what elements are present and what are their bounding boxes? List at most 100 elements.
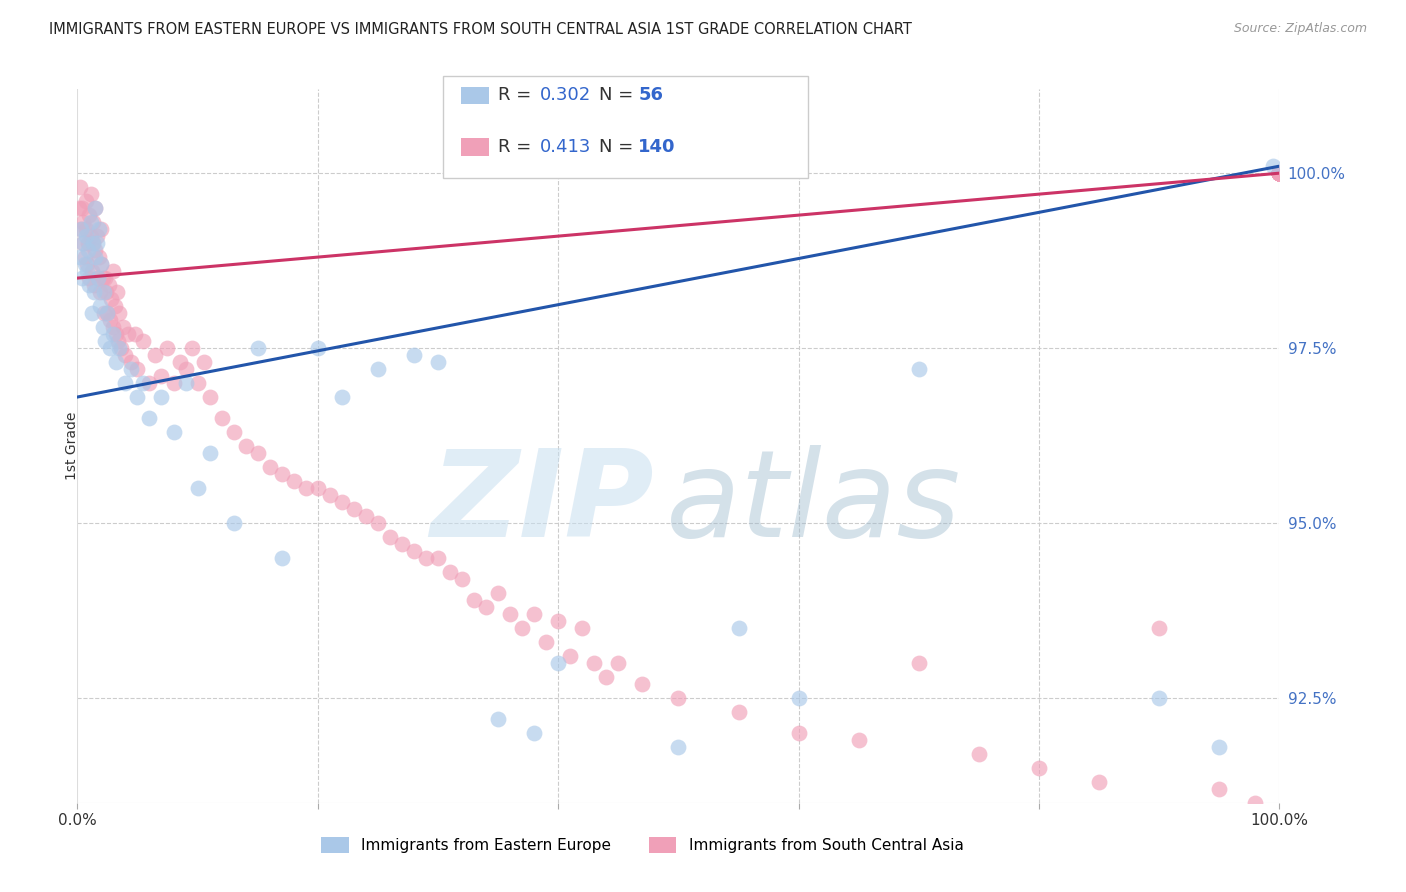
Point <box>87 250 110 264</box>
Point <box>87 271 110 285</box>
Point <box>186 376 209 390</box>
Point <box>1268 166 1291 180</box>
Point <box>84 201 107 215</box>
Point <box>169 355 191 369</box>
Point <box>1268 166 1291 180</box>
Point <box>94 271 117 285</box>
Text: N =: N = <box>599 87 638 104</box>
Point <box>86 236 108 251</box>
Point <box>1208 781 1230 796</box>
Point <box>222 516 245 530</box>
Point <box>117 327 139 342</box>
Point <box>1263 159 1285 173</box>
Point <box>439 565 461 579</box>
Y-axis label: 1st Grade: 1st Grade <box>65 412 79 480</box>
Point <box>132 376 155 390</box>
Point <box>787 726 810 740</box>
Point <box>547 656 569 670</box>
Point <box>82 215 104 229</box>
Point <box>150 390 173 404</box>
Point <box>127 362 149 376</box>
Point <box>180 341 202 355</box>
Point <box>787 690 810 705</box>
Point <box>1268 166 1291 180</box>
Point <box>391 537 413 551</box>
Point <box>402 348 425 362</box>
Point <box>259 460 281 475</box>
Point <box>103 264 125 278</box>
Point <box>523 607 546 621</box>
Point <box>1088 774 1111 789</box>
Point <box>1268 166 1291 180</box>
Point <box>86 229 108 244</box>
Text: N =: N = <box>599 138 638 156</box>
Point <box>534 635 557 649</box>
Point <box>79 187 101 202</box>
Point <box>145 348 167 362</box>
Point <box>132 334 155 348</box>
Point <box>330 495 353 509</box>
Point <box>80 264 103 278</box>
Point <box>156 341 179 355</box>
Point <box>668 690 690 705</box>
Point <box>107 334 129 348</box>
Point <box>76 264 98 278</box>
Point <box>1268 166 1291 180</box>
Point <box>75 222 97 236</box>
Point <box>150 369 173 384</box>
Point <box>1268 166 1291 180</box>
Point <box>79 215 101 229</box>
Point <box>1268 166 1291 180</box>
Point <box>75 229 97 244</box>
Text: R =: R = <box>498 138 537 156</box>
Point <box>415 550 437 565</box>
Point <box>246 341 269 355</box>
Point <box>727 705 749 719</box>
Point <box>727 621 749 635</box>
Point <box>91 271 114 285</box>
Point <box>69 250 91 264</box>
Point <box>98 313 121 327</box>
Point <box>1149 690 1171 705</box>
Point <box>307 481 329 495</box>
Point <box>73 250 96 264</box>
Point <box>104 327 127 342</box>
Point <box>84 250 107 264</box>
Point <box>84 243 107 257</box>
Point <box>162 376 184 390</box>
Point <box>270 467 292 481</box>
Point <box>127 390 149 404</box>
Point <box>1268 166 1291 180</box>
Point <box>103 327 125 342</box>
Point <box>100 292 122 306</box>
Point <box>1268 166 1291 180</box>
Point <box>1268 166 1291 180</box>
Point <box>111 320 134 334</box>
Point <box>75 194 97 208</box>
Point <box>378 530 401 544</box>
Point <box>174 376 197 390</box>
Point <box>77 236 100 251</box>
Text: 0.413: 0.413 <box>540 138 592 156</box>
Point <box>283 474 305 488</box>
Point <box>72 215 94 229</box>
Point <box>1268 166 1291 180</box>
Legend: Immigrants from Eastern Europe, Immigrants from South Central Asia: Immigrants from Eastern Europe, Immigran… <box>315 831 970 859</box>
Point <box>1268 166 1291 180</box>
Point <box>967 747 990 761</box>
Point <box>307 341 329 355</box>
Point <box>162 425 184 439</box>
Point <box>186 481 209 495</box>
Point <box>84 201 107 215</box>
Point <box>198 390 221 404</box>
Point <box>83 285 105 299</box>
Point <box>583 656 606 670</box>
Point <box>82 236 104 251</box>
Point <box>1268 166 1291 180</box>
Point <box>1028 761 1050 775</box>
Point <box>103 320 125 334</box>
Point <box>97 278 120 293</box>
Point <box>108 341 131 355</box>
Point <box>1268 166 1291 180</box>
Point <box>90 257 112 271</box>
